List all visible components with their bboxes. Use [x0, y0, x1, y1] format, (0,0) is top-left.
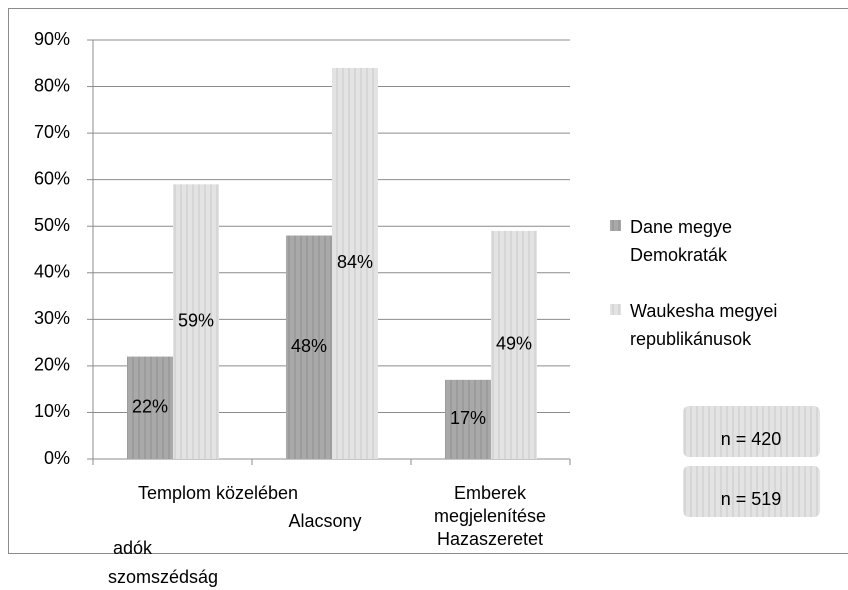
y-tick-label: 70%: [34, 122, 70, 142]
x-tick-label: adók: [113, 538, 153, 558]
legend-label: Dane megye: [630, 217, 732, 237]
y-tick-label: 40%: [34, 262, 70, 282]
y-tick-label: 80%: [34, 75, 70, 95]
y-tick-label: 10%: [34, 401, 70, 421]
x-tick-label: Emberek: [454, 483, 527, 503]
legend-label: Demokraták: [630, 245, 728, 265]
data-label: 17%: [450, 408, 486, 428]
x-tick-label: megjelenítése: [434, 506, 546, 526]
data-label: 84%: [337, 252, 373, 272]
legend-label: republikánusok: [630, 329, 752, 349]
annotation-box: [683, 406, 820, 457]
y-tick-label: 30%: [34, 308, 70, 328]
legend-swatch: [610, 304, 621, 315]
chart-border: [8, 8, 848, 554]
y-tick-label: 0%: [44, 448, 70, 468]
x-tick-label: Templom közelében: [138, 483, 298, 503]
bar: [445, 379, 491, 459]
bar: [173, 184, 219, 460]
legend-swatch: [610, 220, 621, 231]
bar: [491, 230, 537, 459]
x-tick-label: Alacsony: [288, 511, 361, 531]
data-label: 59%: [178, 310, 214, 330]
data-label: 49%: [496, 334, 532, 354]
bar: [286, 235, 332, 459]
y-tick-label: 20%: [34, 355, 70, 375]
annotation: n = 519: [721, 489, 782, 509]
legend-label: Waukesha megyei: [630, 301, 777, 321]
data-label: 48%: [291, 336, 327, 356]
data-label: 22%: [132, 397, 168, 417]
bar: [332, 67, 378, 459]
bar: [127, 356, 173, 459]
x-tick-label: szomszédság: [108, 567, 218, 587]
annotation: n = 420: [721, 429, 782, 449]
x-tick-label: Hazaszeretet: [437, 529, 543, 549]
annotation-box: [683, 466, 820, 517]
y-tick-label: 60%: [34, 168, 70, 188]
y-tick-label: 50%: [34, 215, 70, 235]
y-tick-label: 90%: [34, 29, 70, 49]
